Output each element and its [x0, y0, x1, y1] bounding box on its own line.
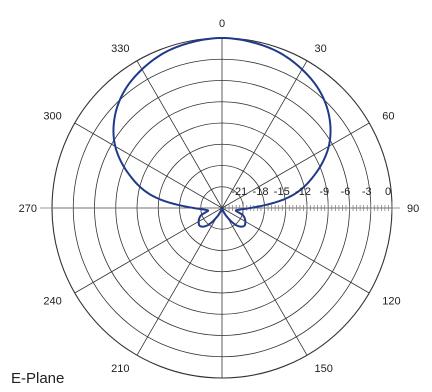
angular-tick-label: 90: [407, 203, 419, 215]
angular-tick-label: 0: [219, 18, 225, 30]
grid-spoke: [221, 122, 370, 209]
tick-layer: [221, 202, 393, 214]
radial-tick-label: -12: [295, 186, 311, 198]
radial-tick-label: -21: [231, 186, 247, 198]
angular-tick-label: 330: [111, 43, 129, 55]
pattern-trace: [112, 37, 332, 228]
chart-title: E-Plane: [11, 370, 64, 387]
angular-tick-label: 150: [315, 363, 333, 375]
grid-spoke: [136, 207, 223, 356]
angular-tick-label: 300: [43, 111, 61, 123]
grid-spoke: [221, 207, 308, 356]
radial-tick-label: -3: [362, 186, 372, 198]
angular-tick-label: 210: [111, 363, 129, 375]
grid-spoke: [221, 207, 370, 294]
angular-tick-label: 120: [382, 296, 400, 308]
angular-tick-label: 60: [382, 111, 394, 123]
trace-layer: [112, 37, 332, 228]
angular-tick-label: 270: [19, 203, 37, 215]
label-layer: -21-18-15-12-9-6-30030609012015018021024…: [19, 18, 420, 392]
angular-tick-label: 30: [315, 43, 327, 55]
angular-tick-label: 240: [43, 296, 61, 308]
grid-spoke: [74, 207, 223, 294]
radial-tick-label: -9: [319, 186, 329, 198]
radial-tick-label: -6: [341, 186, 351, 198]
radial-tick-label: -18: [253, 186, 269, 198]
grid-spoke: [221, 60, 308, 209]
grid-spoke: [74, 122, 223, 209]
radial-tick-label: 0: [385, 186, 391, 198]
grid-spoke: [136, 60, 223, 209]
radial-tick-label: -15: [274, 186, 290, 198]
